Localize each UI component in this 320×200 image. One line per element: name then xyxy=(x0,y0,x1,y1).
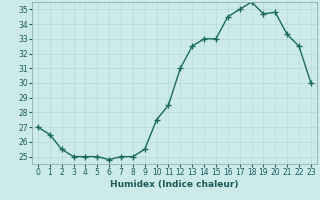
X-axis label: Humidex (Indice chaleur): Humidex (Indice chaleur) xyxy=(110,180,239,189)
